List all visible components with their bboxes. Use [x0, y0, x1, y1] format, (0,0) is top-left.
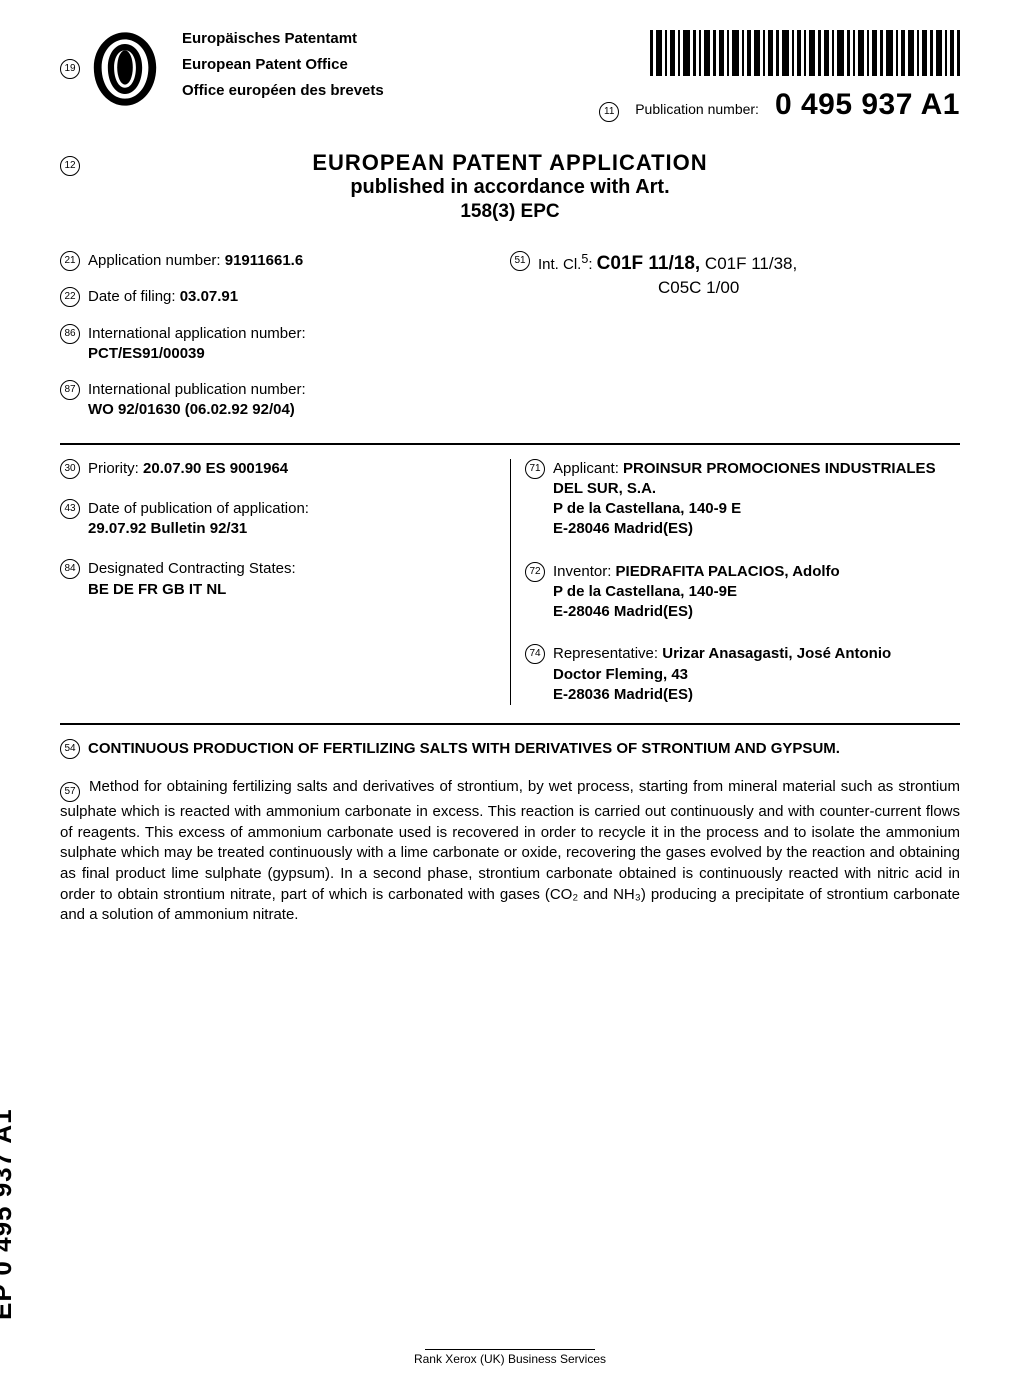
circled-30: 30 — [60, 459, 80, 479]
grid-left: 30 Priority: 20.07.90 ES 9001964 43 Date of… — [60, 459, 510, 706]
divider-1 — [60, 443, 960, 445]
grid-text: Representative: Urizar Anasagasti, José … — [553, 644, 891, 705]
grid-text: Applicant: PROINSUR PROMOCIONES INDUSTRI… — [553, 459, 960, 540]
meta-text: International publication number:WO 92/0… — [88, 380, 306, 421]
meta-top-left: 21 Application number: 91911661.6 22 Date o… — [60, 251, 510, 421]
circled-74: 74 — [525, 644, 545, 664]
grid-row: 84 Designated Contracting States:BE DE FR… — [60, 559, 500, 600]
intcl-sub2: C05C 1/00 — [658, 277, 797, 300]
meta-row: 87 International publication number:WO 92… — [60, 380, 510, 421]
meta-row: 86 International application number:PCT/E… — [60, 324, 510, 365]
grid-row: 72 Inventor: PIEDRAFITA PALACIOS, AdolfoP… — [525, 562, 960, 623]
meta-text: Application number: 91911661.6 — [88, 251, 303, 271]
footer: Rank Xerox (UK) Business Services — [0, 1349, 1020, 1366]
publication-row: 11 Publication number: 0 495 937 A1 — [599, 88, 960, 122]
circled-87: 87 — [60, 380, 80, 400]
grid-row: 74 Representative: Urizar Anasagasti, Jos… — [525, 644, 960, 705]
office-de: Europäisches Patentamt — [182, 30, 384, 48]
meta-row: 21 Application number: 91911661.6 — [60, 251, 510, 271]
title-line-1: EUROPEAN PATENT APPLICATION — [60, 150, 960, 176]
meta-top-right: 51 Int. Cl.5: C01F 11/18, C01F 11/38, C0… — [510, 251, 960, 421]
circled-12: 12 — [60, 156, 80, 176]
intcl-prefix: Int. Cl. — [538, 256, 581, 273]
abstract-title-row: 54 CONTINUOUS PRODUCTION OF FERTILIZING … — [60, 739, 960, 759]
footer-text: Rank Xerox (UK) Business Services — [414, 1352, 606, 1366]
circled-84: 84 — [60, 559, 80, 579]
circled-71: 71 — [525, 459, 545, 479]
title-line-2: published in accordance with Art. — [60, 176, 960, 199]
meta-grid: 30 Priority: 20.07.90 ES 9001964 43 Date of… — [60, 459, 960, 706]
grid-text: Designated Contracting States:BE DE FR G… — [88, 559, 296, 600]
circled-22: 22 — [60, 287, 80, 307]
grid-text: Priority: 20.07.90 ES 9001964 — [88, 459, 288, 479]
meta-text: Date of filing: 03.07.91 — [88, 287, 238, 307]
circled-54: 54 — [60, 739, 80, 759]
spine-text: EP 0 495 937 A1 — [0, 1108, 18, 1320]
title-line-3: 158(3) EPC — [60, 201, 960, 223]
office-fr: Office européen des brevets — [182, 82, 384, 100]
circled-86: 86 — [60, 324, 80, 344]
abstract-title: CONTINUOUS PRODUCTION OF FERTILIZING SAL… — [88, 739, 840, 759]
grid-text: Inventor: PIEDRAFITA PALACIOS, AdolfoP d… — [553, 562, 840, 623]
circled-19: 19 — [60, 59, 80, 79]
grid-right: 71 Applicant: PROINSUR PROMOCIONES INDUST… — [510, 459, 960, 706]
publication-label: Publication number: — [635, 101, 759, 117]
logo-column: 19 — [60, 30, 164, 108]
meta-top: 21 Application number: 91911661.6 22 Date o… — [60, 251, 960, 421]
epo-logo-icon — [86, 30, 164, 108]
meta-text: International application number:PCT/ES9… — [88, 324, 306, 365]
circled-72: 72 — [525, 562, 545, 582]
office-en: European Patent Office — [182, 56, 384, 74]
circled-43: 43 — [60, 499, 80, 519]
abstract-text: Method for obtaining fertilizing salts a… — [60, 778, 960, 923]
office-names: Europäisches Patentamt European Patent O… — [182, 30, 384, 100]
meta-row: 22 Date of filing: 03.07.91 — [60, 287, 510, 307]
grid-row: 71 Applicant: PROINSUR PROMOCIONES INDUST… — [525, 459, 960, 540]
circled-57: 57 — [60, 782, 80, 802]
grid-text: Date of publication of application:29.07… — [88, 499, 309, 540]
int-cl: Int. Cl.5: C01F 11/18, C01F 11/38, C05C … — [538, 251, 797, 300]
header-right: 11 Publication number: 0 495 937 A1 — [599, 30, 960, 122]
abstract-body: 57 Method for obtaining fertilizing salt… — [60, 777, 960, 926]
grid-row: 30 Priority: 20.07.90 ES 9001964 — [60, 459, 500, 479]
grid-row: 43 Date of publication of application:29.… — [60, 499, 500, 540]
circled-51: 51 — [510, 251, 530, 271]
publication-number: 0 495 937 A1 — [775, 88, 960, 122]
intcl-sub: C01F 11/38, — [700, 254, 797, 273]
footer-rule — [425, 1349, 595, 1350]
intcl-main: C01F 11/18, — [597, 253, 701, 274]
title-block: 12 EUROPEAN PATENT APPLICATION published… — [60, 150, 960, 223]
header: 19 Europäisches Patentamt European Paten… — [60, 30, 960, 122]
divider-2 — [60, 723, 960, 725]
intcl-sup: 5 — [581, 252, 588, 266]
barcode-icon — [650, 30, 960, 76]
circled-11: 11 — [599, 102, 619, 122]
circled-21: 21 — [60, 251, 80, 271]
